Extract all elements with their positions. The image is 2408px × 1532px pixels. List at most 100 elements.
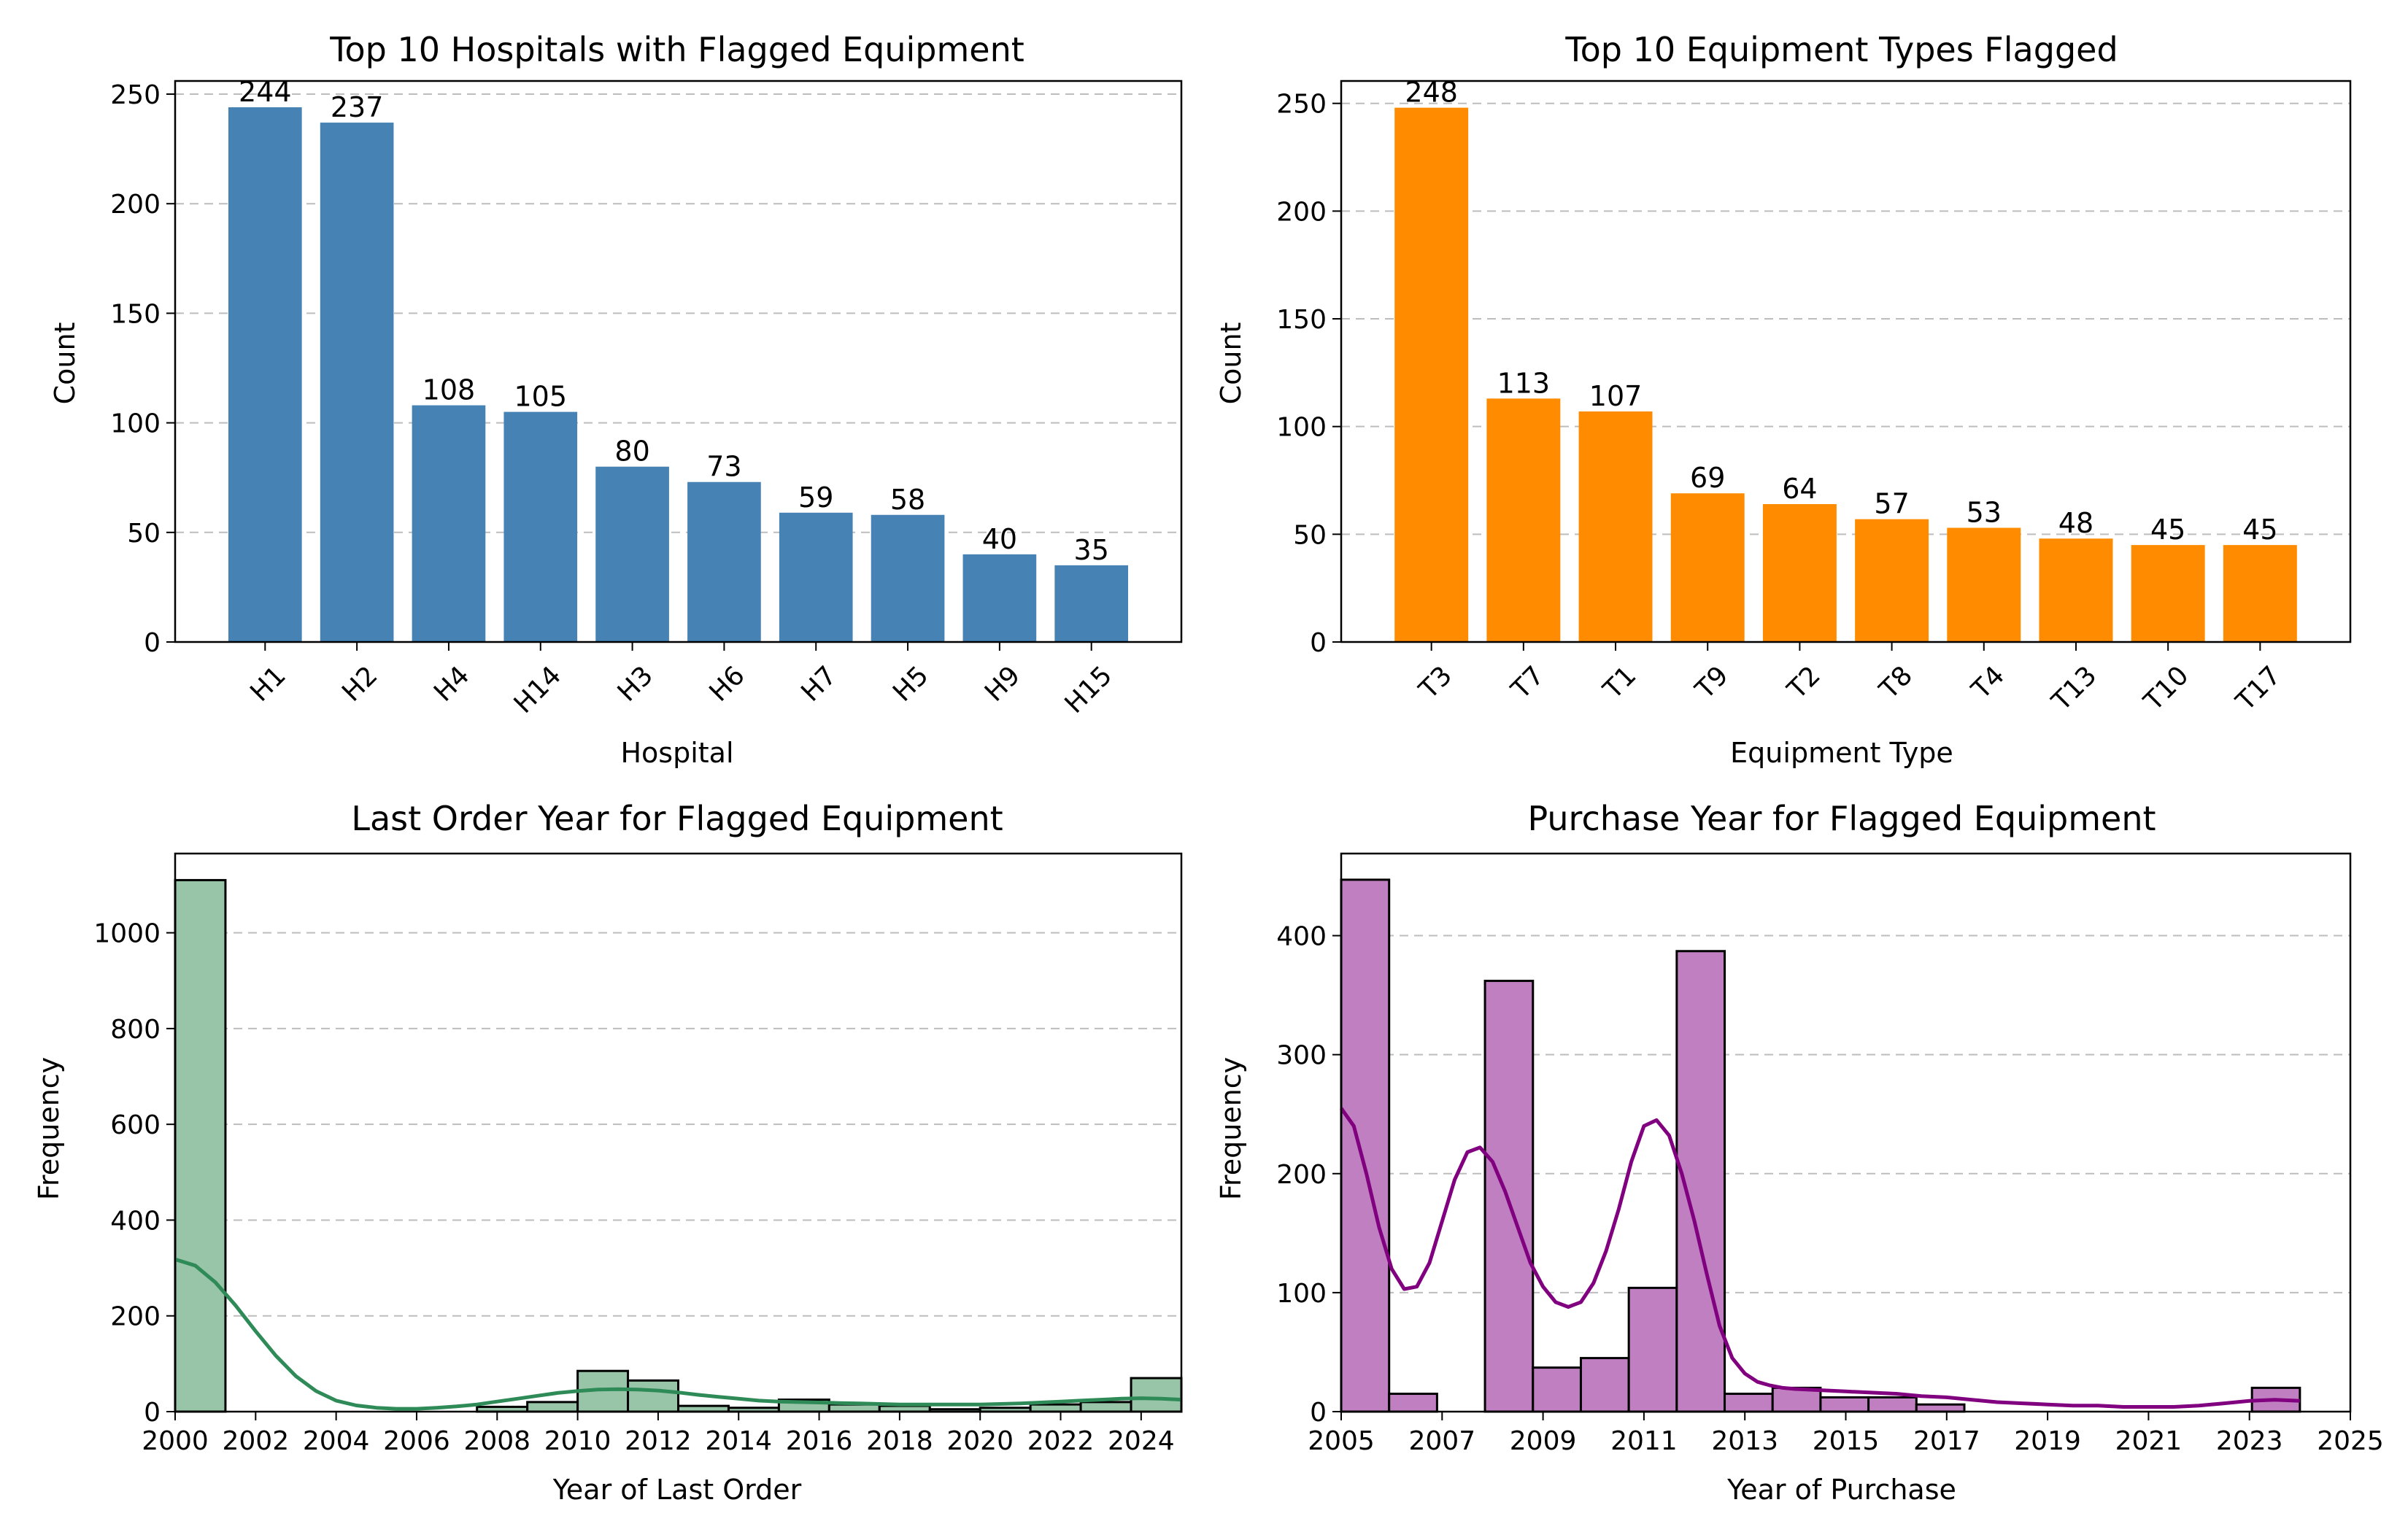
y-axis-label: Frequency	[33, 1057, 65, 1200]
x-axis-label: Equipment Type	[1730, 737, 1953, 769]
bar-value-label: 45	[2242, 514, 2277, 546]
y-tick-label: 400	[110, 1206, 161, 1236]
histogram-bin	[174, 878, 227, 1413]
bar-h1	[228, 107, 302, 642]
y-tick-label: 800	[110, 1015, 161, 1045]
y-tick-label: 200	[110, 190, 161, 220]
bar-h5	[871, 514, 945, 642]
y-tick-label: 100	[1276, 413, 1327, 443]
x-tick-label: 2016	[786, 1426, 853, 1456]
x-tick-label: 2018	[866, 1426, 933, 1456]
bar-value-label: 113	[1497, 367, 1551, 399]
histogram-bin	[1915, 1403, 1966, 1413]
x-tick-label: 2002	[223, 1426, 290, 1456]
bar-value-label: 80	[614, 436, 649, 468]
histogram-bin	[1340, 878, 1391, 1413]
bar-value-label: 237	[331, 91, 384, 123]
x-tick-label: 2020	[946, 1426, 1014, 1456]
bar-h6	[687, 481, 761, 642]
chart-last-order-year: Last Order Year for Flagged Equipment 02…	[33, 799, 1183, 1506]
bar-t1	[1578, 411, 1653, 642]
bar-t9	[1670, 493, 1745, 642]
histogram-bin	[627, 1379, 679, 1413]
x-tick-label: 2004	[303, 1426, 370, 1456]
bar-h2	[320, 123, 394, 642]
x-tick-label: 2009	[1510, 1426, 1577, 1456]
histogram-bin	[1388, 1393, 1438, 1413]
y-tick-label: 200	[110, 1302, 161, 1332]
y-tick-label: 1000	[93, 919, 161, 949]
bar-h3	[595, 466, 669, 642]
bar-value-label: 57	[1874, 488, 1909, 520]
bar-value-label: 40	[982, 523, 1017, 555]
histogram-bin	[1724, 1393, 1774, 1413]
chart-purchase-year: Purchase Year for Flagged Equipment 0 100…	[1215, 799, 2384, 1506]
x-tick-label: 2013	[1711, 1426, 1778, 1456]
y-tick-label: 400	[1276, 922, 1327, 952]
x-tick-label: 2017	[1913, 1426, 1980, 1456]
bar-h9	[962, 554, 1037, 642]
histogram-bin	[1079, 1401, 1132, 1413]
bar-value-label: 69	[1690, 462, 1725, 494]
histogram-bin	[1532, 1366, 1582, 1413]
plot-frame	[174, 80, 1183, 643]
y-axis-label: Frequency	[1215, 1057, 1247, 1200]
y-tick-label: 600	[110, 1110, 161, 1140]
bar-h4	[412, 405, 486, 642]
y-tick-label: 200	[1276, 197, 1327, 227]
bar-t10	[2131, 545, 2205, 642]
bar-value-label: 107	[1589, 380, 1643, 412]
y-tick-label: 300	[1276, 1041, 1327, 1071]
x-axis-label: Year of Purchase	[1726, 1474, 1956, 1506]
plot-frame	[1340, 852, 2352, 1413]
bar-t4	[1947, 527, 2021, 642]
bar-h14	[503, 411, 578, 642]
histogram-bin	[1130, 1377, 1183, 1413]
chart-title: Last Order Year for Flagged Equipment	[351, 799, 1003, 838]
y-tick-label: 150	[110, 299, 161, 329]
y-tick-label: 0	[1310, 628, 1327, 658]
bar-value-label: 48	[2058, 507, 2094, 539]
x-tick-label: 2015	[1813, 1426, 1880, 1456]
plot-frame	[1340, 80, 2352, 643]
plot-frame	[174, 852, 1183, 1413]
histogram-bin	[1819, 1396, 1870, 1413]
bar-h7	[779, 512, 853, 642]
bar-t7	[1486, 398, 1561, 642]
chart-hospitals: Top 10 Hospitals with Flagged Equipment …	[49, 30, 1183, 769]
x-tick-label: 2023	[2216, 1426, 2283, 1456]
y-tick-label: 250	[1276, 90, 1327, 120]
y-tick-label: 0	[144, 1398, 161, 1428]
bar-value-label: 45	[2150, 514, 2185, 546]
chart-title: Purchase Year for Flagged Equipment	[1527, 799, 2156, 838]
x-axis-label: Year of Last Order	[552, 1474, 802, 1506]
histogram-bin	[1867, 1396, 1918, 1413]
x-tick-label: 2012	[625, 1426, 692, 1456]
x-tick-label: 2000	[142, 1426, 209, 1456]
bar-t3	[1394, 107, 1469, 643]
bar-t13	[2039, 538, 2113, 642]
x-tick-label: 2025	[2317, 1426, 2384, 1456]
y-tick-label: 0	[144, 628, 161, 658]
bar-t8	[1855, 519, 1929, 642]
x-tick-label: 2022	[1027, 1426, 1095, 1456]
histogram-bin	[1579, 1357, 1630, 1413]
y-tick-label: 0	[1310, 1398, 1327, 1428]
x-tick-label: 2010	[544, 1426, 611, 1456]
y-axis-label: Count	[49, 322, 81, 405]
bar-value-label: 58	[890, 484, 925, 516]
chart-title: Top 10 Hospitals with Flagged Equipment	[329, 30, 1024, 69]
histogram-bin	[526, 1401, 579, 1413]
y-tick-label: 200	[1276, 1160, 1327, 1190]
x-tick-label: 2011	[1610, 1426, 1678, 1456]
bar-value-label: 59	[798, 481, 833, 514]
chart-title: Top 10 Equipment Types Flagged	[1564, 30, 2118, 69]
histogram-bin	[1627, 1286, 1678, 1413]
histogram-bin	[1029, 1403, 1082, 1413]
bar-value-label: 35	[1074, 534, 1109, 566]
bar-t17	[2223, 545, 2297, 642]
kde-curve	[1339, 1107, 2300, 1409]
y-tick-label: 250	[110, 80, 161, 110]
y-tick-label: 50	[1293, 520, 1327, 550]
